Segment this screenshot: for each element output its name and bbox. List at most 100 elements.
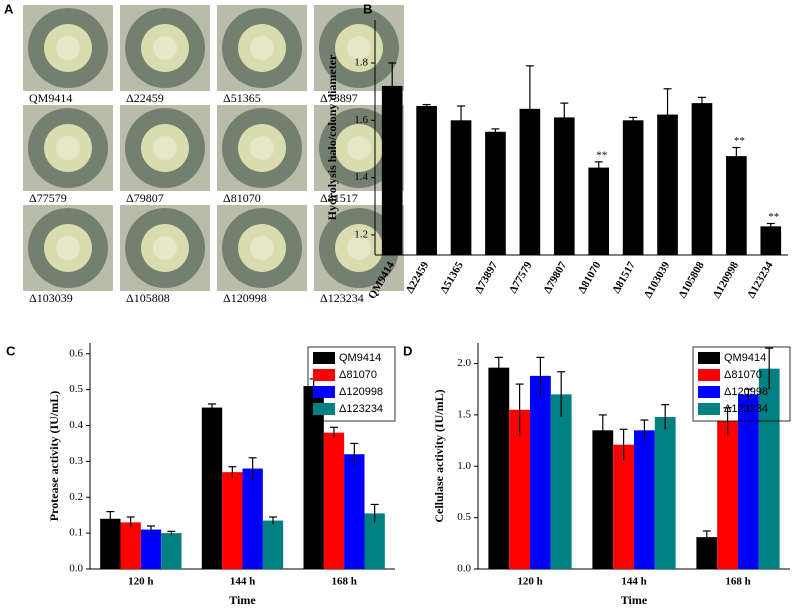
y-tick-label: 1.8 (354, 57, 368, 69)
y-tick-label: 0.6 (69, 347, 83, 359)
y-tick-label: 1.0 (457, 460, 471, 472)
x-tick-label: Δ73897 (473, 259, 501, 295)
bar (488, 367, 510, 569)
colony-center (250, 36, 274, 60)
plate-label: Δ120998 (223, 291, 267, 305)
legend-box (307, 346, 396, 422)
x-tick-label: 168 h (331, 576, 356, 588)
colony-center (153, 36, 177, 60)
bar (588, 167, 610, 255)
x-tick-label: Δ77579 (507, 259, 535, 295)
bar (485, 131, 506, 255)
plate-label: Δ103039 (29, 291, 73, 305)
y-tick-label: 0.1 (69, 527, 83, 539)
plate-label: Δ123234 (320, 291, 364, 305)
bar (201, 407, 223, 569)
bar (738, 394, 759, 569)
legend-swatch (313, 386, 335, 398)
y-tick-label: 1.4 (354, 171, 368, 183)
colony-center (347, 36, 371, 60)
bar (657, 114, 678, 255)
y-axis-title: Hydrolysis halo/colony diameter (325, 54, 339, 220)
x-tick-label: Δ51365 (438, 259, 466, 295)
x-tick-label: Δ79807 (541, 259, 569, 295)
x-tick-label: Δ103039 (642, 259, 673, 300)
x-axis-title: Time (621, 593, 648, 607)
bar (344, 454, 365, 569)
bar (519, 108, 541, 255)
y-tick-label: 0.2 (69, 491, 83, 503)
panel-letter: A (4, 1, 14, 16)
colony-center (347, 136, 371, 160)
plate-label: Δ81517 (320, 191, 358, 205)
legend-label: Δ120998 (339, 386, 383, 398)
y-axis-title: Protease activity (IU/mL) (47, 391, 61, 521)
plate-label: Δ73897 (320, 91, 358, 105)
bar (509, 409, 530, 569)
colony-center (56, 36, 80, 60)
colony-center (250, 236, 274, 260)
bar (550, 394, 572, 569)
legend-swatch (698, 369, 720, 381)
bar (726, 156, 747, 255)
bar (381, 85, 403, 255)
x-tick-label: Δ22459 (404, 259, 432, 295)
bar (222, 472, 243, 569)
bar (654, 416, 676, 569)
bar (100, 518, 121, 569)
bar (450, 120, 472, 256)
y-tick-label: 1.6 (354, 114, 368, 126)
plate-label: Δ77579 (29, 191, 67, 205)
legend-swatch (313, 352, 335, 364)
x-tick-label: 120 h (128, 576, 153, 588)
plate-label: Δ51365 (223, 91, 261, 105)
plate-label: QM9414 (29, 91, 72, 105)
significance: ** (768, 211, 779, 223)
x-axis-title: Time (229, 593, 256, 607)
legend-label: Δ123234 (339, 403, 383, 415)
x-tick-label: 144 h (621, 576, 646, 588)
bar (760, 226, 782, 255)
colony-center (153, 236, 177, 260)
significance: ** (596, 149, 607, 161)
bar (592, 430, 614, 569)
bar (242, 468, 263, 569)
x-tick-label: Δ120998 (711, 259, 742, 300)
bar (553, 117, 575, 255)
x-tick-label: 120 h (517, 576, 542, 588)
y-axis-title: Cellulase activity (IU/mL) (432, 389, 446, 522)
legend-label: Δ81070 (339, 369, 377, 381)
plate-label: Δ79807 (126, 191, 164, 205)
x-tick-label: Δ81070 (576, 259, 604, 295)
legend-box (692, 346, 791, 422)
y-tick-label: 0.3 (69, 455, 83, 467)
y-tick-label: 0.5 (69, 383, 83, 395)
significance: ** (734, 135, 745, 147)
y-tick-label: 1.2 (354, 228, 368, 240)
legend-swatch (698, 403, 720, 415)
bar (303, 386, 324, 569)
bar (717, 421, 738, 569)
bar (691, 103, 713, 255)
y-tick-label: 2.0 (457, 357, 471, 369)
bar (530, 375, 551, 569)
bar (120, 522, 141, 569)
colony-center (56, 136, 80, 160)
bar (161, 533, 182, 569)
y-tick-label: 0.5 (457, 511, 471, 523)
panel-letter: B (363, 1, 372, 16)
bar (323, 432, 345, 569)
bar (696, 537, 718, 569)
x-tick-label: Δ123234 (745, 259, 776, 300)
x-tick-label: Δ81517 (610, 259, 638, 295)
legend-swatch (313, 403, 335, 415)
colony-center (56, 236, 80, 260)
plate-label: Δ22459 (126, 91, 164, 105)
colony-center (347, 236, 371, 260)
plate-label: Δ105808 (126, 291, 170, 305)
panel-letter: C (6, 343, 16, 358)
y-tick-label: 0.0 (457, 563, 471, 575)
bar (416, 105, 437, 255)
colony-center (250, 136, 274, 160)
